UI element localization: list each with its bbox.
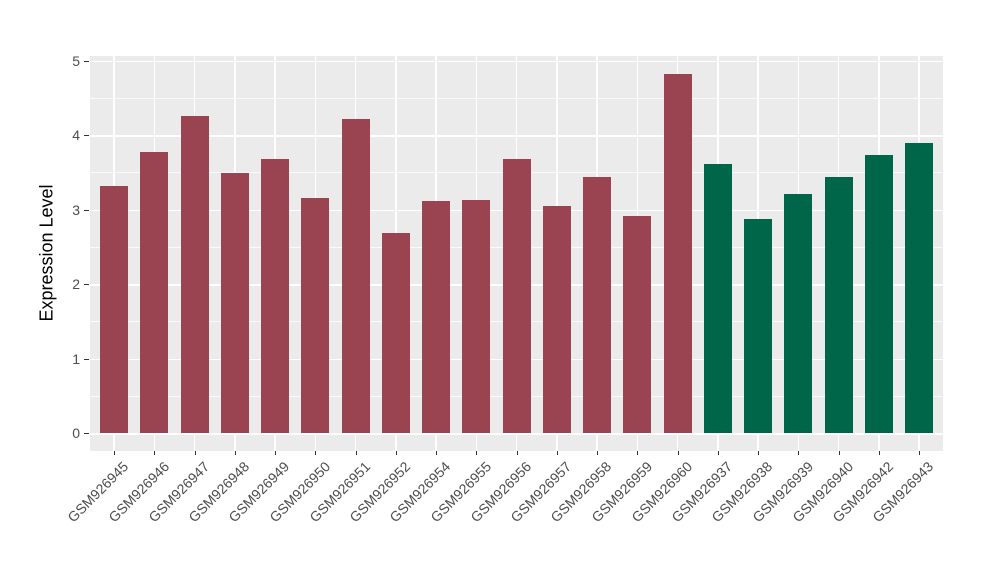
bar-GSM926958 [583,176,611,434]
x-tick-mark [556,451,558,455]
x-tick-mark [234,451,236,455]
y-tick-mark [84,433,89,435]
x-tick-mark [476,451,478,455]
bar-GSM926951 [341,118,370,434]
x-tick-mark [717,451,719,455]
y-axis: 0 1 2 3 4 5 [0,52,80,451]
bar-GSM926950 [301,197,330,434]
y-tick-label: 5 [72,52,80,69]
bar-GSM926949 [261,158,289,434]
bar-GSM926960 [663,73,692,434]
x-tick-mark [194,451,196,455]
x-tick-mark [637,451,639,455]
y-tick-mark [84,135,89,137]
y-tick-mark [84,209,89,211]
y-tick-mark [84,60,89,62]
bar-GSM926956 [502,158,531,434]
x-tick-mark [798,451,800,455]
x-tick-mark [436,451,437,455]
bar-GSM926943 [905,142,933,434]
y-tick-label: 4 [72,127,80,144]
y-tick-mark [84,284,89,286]
bar-GSM926957 [542,205,571,434]
bar-GSM926954 [422,201,450,434]
x-tick-mark [758,451,759,455]
x-tick-mark [516,451,518,455]
plot-panel [90,56,943,451]
bar-GSM926948 [220,173,249,434]
bar-GSM926945 [100,185,128,434]
x-tick-mark [838,451,840,455]
x-tick-mark [919,451,920,455]
bar-GSM926937 [703,164,732,434]
x-tick-mark [677,451,679,455]
bar-GSM926939 [784,193,813,434]
x-tick-mark [395,451,397,455]
x-tick-mark [154,451,156,455]
bar-GSM926952 [381,233,410,434]
bar-GSM926959 [623,216,652,434]
y-tick-label: 0 [72,425,80,442]
y-tick-mark [84,358,89,360]
bar-GSM926955 [462,199,491,434]
bar-GSM926942 [864,155,893,434]
x-tick-mark [355,451,357,455]
x-tick-mark [315,451,317,455]
bar-GSM926940 [824,176,853,434]
x-tick-mark [597,451,598,455]
y-tick-label: 1 [72,350,80,367]
x-tick-mark [275,451,276,455]
bar-GSM926938 [744,218,772,434]
x-tick-mark [114,451,115,455]
x-axis: GSM926945 GSM926946 GSM926947 GSM926948 GSM9… [65,451,943,580]
y-tick-label: 2 [72,276,80,293]
bar-GSM926947 [180,116,209,434]
y-tick-label: 3 [72,201,80,218]
x-tick-mark [878,451,880,455]
bar-GSM926946 [140,152,169,434]
